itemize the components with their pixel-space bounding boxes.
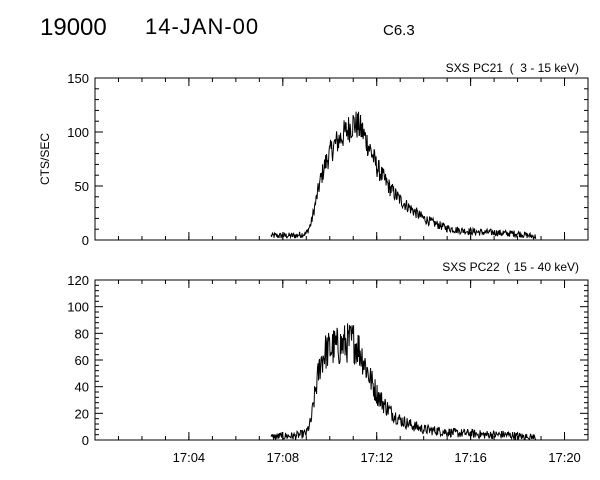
pc21-ytick-label-50: 50	[75, 179, 89, 194]
panel-pc21-frame	[94, 77, 589, 241]
panel-pc21-ylabel: CTS/SEC	[38, 133, 52, 185]
pc22-xtick-label-17:04: 17:04	[173, 450, 206, 465]
pc22-xtick-label-17:08: 17:08	[267, 450, 300, 465]
pc22-ytick-label-0: 0	[82, 433, 89, 448]
panel-pc22-series-line	[270, 323, 537, 441]
pc22-ytick-label-100: 100	[67, 300, 89, 315]
panel-pc21-x-axis	[94, 78, 589, 240]
panel-pc22: SXS PC22 ( 15 - 40 keV) 020406080100120 …	[67, 260, 589, 465]
panel-pc21-series-line	[270, 111, 537, 240]
observation-date-label: 14-JAN-00	[145, 14, 260, 39]
pc21-ytick-label-0: 0	[82, 233, 89, 248]
pc22-xtick-label-17:12: 17:12	[360, 450, 393, 465]
event-id-label: 19000	[40, 14, 107, 41]
pc22-ytick-label-40: 40	[75, 380, 89, 395]
pc22-ytick-label-80: 80	[75, 326, 89, 341]
panel-pc22-y-axis: 0 20 40 60 80 100 120	[67, 273, 588, 448]
pc22-xtick-label-17:20: 17:20	[548, 450, 581, 465]
panel-pc22-title: SXS PC22 ( 15 - 40 keV)	[442, 260, 579, 274]
panel-pc22-frame	[94, 279, 589, 441]
panel-pc21: SXS PC21 ( 3 - 15 keV) CTS/SEC 0 50 100 150	[38, 61, 589, 248]
pc22-ytick-label-120: 120	[67, 273, 89, 288]
panel-pc21-y-axis: 0 50 100 150	[67, 71, 588, 248]
pc21-ytick-label-150: 150	[67, 71, 89, 86]
flare-class-label: C6.3	[383, 22, 415, 39]
pc22-ytick-label-20: 20	[75, 406, 89, 421]
pc22-ytick-label-60: 60	[75, 353, 89, 368]
pc22-xtick-label-17:16: 17:16	[454, 450, 487, 465]
panel-pc21-title: SXS PC21 ( 3 - 15 keV)	[446, 61, 579, 75]
pc21-ytick-label-100: 100	[67, 125, 89, 140]
